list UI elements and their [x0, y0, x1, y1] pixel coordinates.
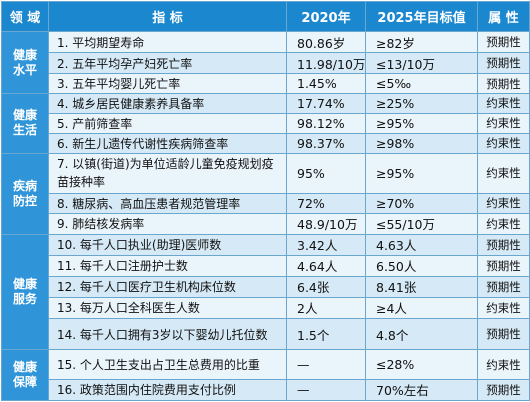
attribute-cell: 预期性	[477, 275, 530, 298]
domain-health-level: 健康 水平	[1, 31, 49, 94]
value-2020-cell: 1.5个	[286, 317, 366, 351]
value-2020-cell: 98.12%	[286, 112, 366, 134]
value-2025-cell: ≥98%	[365, 132, 478, 154]
table-row: 9. 肺结核发病率 48.9/10万 ≤55/10万 约束性	[2, 212, 530, 235]
value-2025-cell: ≥82岁	[365, 30, 478, 54]
value-2020-cell: 1.45%	[286, 73, 366, 94]
attribute-cell: 约束性	[477, 112, 530, 134]
table-row: 16. 政策范围内住院费用支付比例 — 70%左右 预期性	[2, 378, 530, 402]
header-domain: 领 域	[1, 1, 49, 32]
value-2020-cell: 4.64人	[286, 254, 366, 277]
domain-disease-control: 疾病 防控	[1, 152, 49, 235]
value-2025-cell: ≥70%	[365, 192, 478, 214]
value-2025-cell: 4.63人	[365, 233, 478, 256]
indicator-cell: 12. 每千人口医疗卫生机构床位数	[48, 275, 287, 298]
indicator-cell: 9. 肺结核发病率	[48, 212, 287, 235]
value-2025-cell: 70%左右	[365, 378, 478, 402]
value-2020-cell: 98.37%	[286, 132, 366, 154]
attribute-cell: 预期性	[477, 233, 530, 256]
attribute-cell: 约束性	[477, 93, 530, 114]
indicator-cell: 2. 五年平均孕产妇死亡率	[48, 52, 287, 75]
indicator-cell: 3. 五年平均婴儿死亡率	[48, 73, 287, 94]
table-header-row: 领 域 指 标 2020年 2025年目标值 属 性	[1, 1, 530, 32]
attribute-cell: 约束性	[477, 212, 530, 235]
value-2020-cell: 3.42人	[286, 233, 366, 256]
indicator-cell: 6. 新生儿遗传代谢性疾病筛查率	[48, 132, 287, 154]
attribute-cell: 预期性	[477, 378, 530, 402]
value-2020-cell: 80.86岁	[286, 30, 366, 54]
table-row: 11. 每千人口注册护士数 4.64人 6.50人 预期性	[2, 254, 530, 277]
value-2025-cell: ≥25%	[365, 93, 478, 114]
indicator-cell: 1. 平均期望寿命	[48, 30, 287, 54]
value-2025-cell: 4.8个	[365, 317, 478, 351]
value-2025-cell: ≤55/10万	[365, 212, 478, 235]
attribute-cell: 预期性	[477, 73, 530, 94]
table-row: 2. 五年平均孕产妇死亡率 11.98/10万 ≤13/10万 预期性	[2, 52, 530, 75]
header-2025-target: 2025年目标值	[365, 1, 478, 32]
indicator-cell: 8. 糖尿病、高血压患者规范管理率	[48, 192, 287, 214]
table-row: 健康 保障 15. 个人卫生支出占卫生总费用的比重 — ≤28% 约束性	[1, 349, 530, 401]
table-row: 健康 生活 4. 城乡居民健康素养具备率 17.74% ≥25% 约束性	[1, 93, 530, 154]
attribute-cell: 约束性	[477, 296, 530, 319]
table-row: 8. 糖尿病、高血压患者规范管理率 72% ≥70% 约束性	[2, 192, 530, 214]
table-row: 13. 每万人口全科医生人数 2人 ≥4人 约束性	[2, 296, 530, 319]
attribute-cell: 预期性	[477, 317, 530, 351]
indicator-cell: 5. 产前筛查率	[48, 112, 287, 134]
indicator-cell: 14. 每千人口拥有3岁以下婴幼儿托位数	[48, 317, 287, 351]
table-row: 5. 产前筛查率 98.12% ≥95% 约束性	[2, 112, 530, 134]
value-2025-cell: ≥95%	[365, 112, 478, 134]
header-2020: 2020年	[286, 1, 366, 32]
value-2020-cell: 6.4张	[286, 275, 366, 298]
table-row: 14. 每千人口拥有3岁以下婴幼儿托位数 1.5个 4.8个 预期性	[2, 317, 530, 351]
table-row: 6. 新生儿遗传代谢性疾病筛查率 98.37% ≥98% 约束性	[2, 132, 530, 154]
attribute-cell: 约束性	[477, 349, 530, 380]
value-2020-cell: —	[286, 378, 366, 402]
value-2025-cell: ≤13/10万	[365, 52, 478, 75]
value-2025-cell: ≥95%	[365, 152, 478, 194]
domain-health-services: 健康 服务	[1, 233, 49, 351]
value-2025-cell: 8.41张	[365, 275, 478, 298]
attribute-cell: 约束性	[477, 152, 530, 194]
table-row: 12. 每千人口医疗卫生机构床位数 6.4张 8.41张 预期性	[2, 275, 530, 298]
value-2025-cell: ≥4人	[365, 296, 478, 319]
indicator-cell: 11. 每千人口注册护士数	[48, 254, 287, 277]
value-2020-cell: 72%	[286, 192, 366, 214]
value-2020-cell: 11.98/10万	[286, 52, 366, 75]
indicator-cell: 10. 每千人口执业(助理)医师数	[48, 233, 287, 256]
header-attribute: 属 性	[477, 1, 530, 32]
table-row: 疾病 防控 7. 以镇(街道)为单位适龄儿童免疫规划疫苗接种率 95% ≥95%…	[1, 152, 530, 235]
indicator-cell: 13. 每万人口全科医生人数	[48, 296, 287, 319]
indicator-cell: 16. 政策范围内住院费用支付比例	[48, 378, 287, 402]
indicator-cell: 4. 城乡居民健康素养具备率	[48, 93, 287, 114]
header-indicator: 指 标	[48, 1, 287, 32]
domain-healthy-living: 健康 生活	[1, 93, 49, 154]
indicator-cell: 7. 以镇(街道)为单位适龄儿童免疫规划疫苗接种率	[48, 152, 287, 194]
value-2020-cell: 95%	[286, 152, 366, 194]
attribute-cell: 预期性	[477, 254, 530, 277]
value-2025-cell: 6.50人	[365, 254, 478, 277]
value-2025-cell: ≤28%	[365, 349, 478, 380]
table-row: 健康 水平 1. 平均期望寿命 80.86岁 ≥82岁 预期性	[1, 30, 530, 94]
value-2020-cell: —	[286, 349, 366, 380]
attribute-cell: 预期性	[477, 30, 530, 54]
table-row: 3. 五年平均婴儿死亡率 1.45% ≤5‰ 预期性	[2, 73, 530, 94]
value-2020-cell: 17.74%	[286, 93, 366, 114]
value-2025-cell: ≤5‰	[365, 73, 478, 94]
attribute-cell: 约束性	[477, 132, 530, 154]
attribute-cell: 预期性	[477, 52, 530, 75]
value-2020-cell: 2人	[286, 296, 366, 319]
value-2020-cell: 48.9/10万	[286, 212, 366, 235]
indicator-cell: 15. 个人卫生支出占卫生总费用的比重	[48, 349, 287, 380]
attribute-cell: 约束性	[477, 192, 530, 214]
table-row: 健康 服务 10. 每千人口执业(助理)医师数 3.42人 4.63人 预期性	[1, 233, 530, 351]
domain-health-security: 健康 保障	[1, 349, 49, 401]
